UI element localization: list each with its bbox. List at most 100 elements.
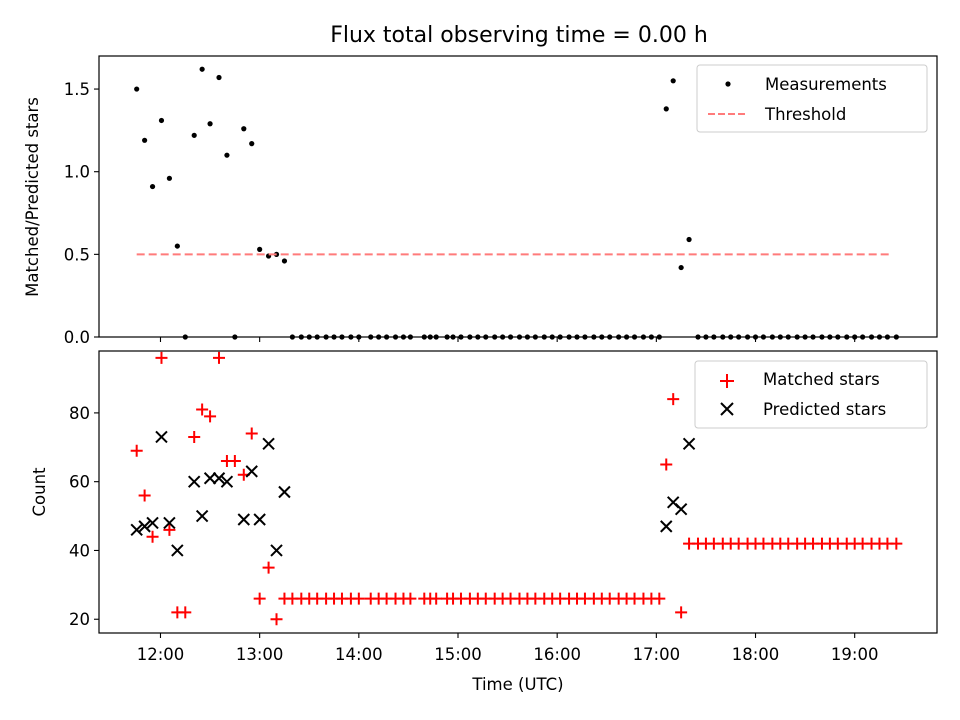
matched-stars-point — [228, 455, 241, 468]
legend-threshold-label: Threshold — [764, 105, 846, 124]
measurement-point — [158, 117, 165, 124]
measurement-point — [249, 141, 255, 147]
predicted-stars-point — [237, 513, 250, 526]
measurement-point — [686, 236, 692, 243]
measurements-legend: Measurements Threshold — [696, 64, 928, 133]
measurement-point — [663, 106, 669, 112]
x-tick-label: 19:00 — [831, 645, 879, 664]
y-tick-label: 1.5 — [64, 80, 90, 99]
counts-panel: 20 40 60 80 12:00 13:00 14:00 15:00 16:00 17:00 18… — [30, 350, 938, 694]
y-tick-label: 20 — [69, 610, 90, 629]
predicted-stars-point — [245, 465, 258, 478]
predicted-stars-point — [163, 516, 176, 530]
predicted-stars-point — [187, 475, 201, 488]
predicted-stars-series — [130, 430, 696, 557]
measurements-y-axis-label: Matched/Predicted stars — [23, 97, 42, 297]
predicted-stars-point — [682, 437, 696, 451]
counts-plot-area — [130, 351, 903, 626]
measurement-point — [199, 66, 205, 72]
matched-stars-point — [163, 523, 176, 536]
matched-stars-point — [653, 592, 666, 605]
matched-stars-series — [130, 351, 903, 626]
matched-stars-point — [138, 489, 151, 502]
x-tick-label: 14:00 — [335, 645, 383, 664]
measurement-point — [216, 74, 222, 81]
y-tick-label: 0.0 — [64, 328, 90, 347]
x-tick-label: 13:00 — [236, 645, 284, 664]
measurement-point — [174, 243, 180, 249]
measurement-point — [142, 137, 148, 143]
matched-stars-point — [430, 592, 443, 605]
x-tick-label: 15:00 — [434, 645, 482, 664]
predicted-stars-point — [674, 502, 688, 516]
chart-title: Flux total observing time = 0.00 h — [330, 23, 708, 48]
measurements-axes-frame — [98, 55, 938, 338]
predicted-stars-point — [138, 520, 151, 533]
matched-stars-point — [188, 430, 201, 443]
matched-stars-point — [212, 351, 225, 364]
y-tick-label: 40 — [69, 541, 90, 560]
x-tick-label: 18:00 — [732, 645, 780, 664]
matched-stars-point — [890, 537, 903, 550]
predicted-stars-point — [278, 485, 291, 499]
matched-stars-point — [262, 561, 275, 574]
matched-stars-point — [179, 606, 192, 619]
predicted-stars-point — [203, 472, 217, 485]
matched-stars-point — [404, 592, 417, 605]
measurements-axes: 0.0 0.5 1.0 1.5 — [64, 80, 856, 347]
measurement-point — [207, 121, 213, 127]
matched-stars-point — [146, 530, 159, 543]
x-tick-label: 16:00 — [533, 645, 581, 664]
measurement-point — [191, 132, 197, 138]
predicted-stars-point — [171, 544, 184, 557]
x-tick-label: 17:00 — [633, 645, 681, 664]
predicted-stars-point — [270, 544, 283, 557]
matched-stars-point — [155, 351, 168, 364]
y-tick-label: 80 — [69, 404, 90, 423]
predicted-stars-point — [195, 509, 209, 523]
predicted-stars-point — [253, 513, 266, 526]
x-tick-label: 12:00 — [137, 645, 185, 664]
counts-y-axis-label: Count — [30, 467, 49, 517]
predicted-stars-point — [146, 516, 159, 530]
counts-legend: Matched stars Predicted stars — [694, 360, 928, 429]
matched-stars-point — [196, 403, 209, 416]
predicted-stars-point — [220, 475, 234, 488]
matched-stars-point — [352, 592, 365, 605]
measurement-point — [241, 126, 247, 132]
counts-axes: 20 40 60 80 12:00 13:00 14:00 15:00 16:00 17:00 18… — [69, 404, 878, 664]
matched-stars-point — [130, 444, 143, 457]
measurement-point — [678, 264, 684, 271]
measurement-point — [166, 175, 173, 181]
matched-stars-point — [204, 410, 217, 423]
measurement-point — [281, 258, 288, 264]
measurements-panel: 0.0 0.5 1.0 1.5 Matched/Predicted stars Mea… — [23, 55, 938, 347]
legend-matched-stars-label: Matched stars — [763, 370, 880, 389]
legend-measurements-marker — [725, 81, 731, 87]
predicted-stars-point — [155, 430, 168, 444]
predicted-stars-point — [130, 523, 143, 537]
legend-predicted-stars-label: Predicted stars — [763, 400, 886, 419]
x-axis-label: Time (UTC) — [471, 675, 563, 694]
measurement-point — [670, 78, 676, 84]
predicted-stars-point — [212, 472, 226, 485]
matched-stars-point — [667, 393, 680, 406]
y-tick-label: 0.5 — [64, 245, 90, 264]
predicted-stars-point — [262, 437, 275, 451]
legend-measurements-label: Measurements — [765, 75, 887, 94]
measurement-point — [257, 246, 263, 252]
measurement-point — [149, 183, 156, 190]
matched-stars-point — [675, 606, 688, 619]
counts-axes-frame — [98, 350, 938, 634]
y-tick-label: 1.0 — [64, 163, 90, 182]
legend-matched-stars-marker — [720, 374, 734, 388]
matched-stars-point — [245, 427, 258, 440]
predicted-stars-point — [660, 520, 673, 533]
measurement-point — [224, 152, 230, 158]
legend-predicted-stars-marker — [720, 402, 734, 416]
y-tick-label: 60 — [69, 473, 90, 492]
matched-stars-point — [270, 613, 283, 626]
matched-stars-point — [253, 592, 266, 605]
measurement-point — [134, 86, 140, 92]
